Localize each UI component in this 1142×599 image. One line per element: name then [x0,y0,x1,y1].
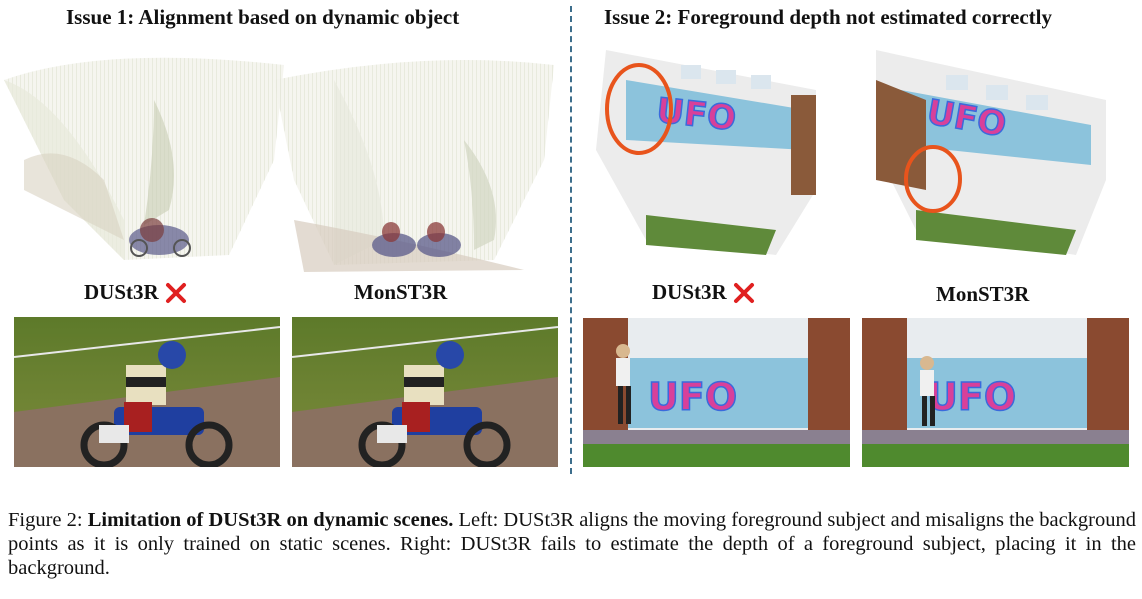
caption-bold: Limitation of DUSt3R on dynamic scenes. [87,509,454,531]
left-photo-monst3r [292,317,558,467]
caption-body: Left: DUSt3R aligns the moving foregroun… [8,509,1137,579]
figure-caption: Figure 2: Limitation of DUSt3R on dynami… [8,508,1136,580]
right-photo-monst3r: UFO [862,318,1129,467]
right-method-b-label: MonST3R [936,282,1030,306]
skater-figure [920,356,935,426]
issue-1-title: Issue 1: Alignment based on dynamic obje… [66,5,460,29]
monst3r-rider-points [372,222,461,257]
skater-figure [616,344,631,424]
monst3r-wall-windows [946,75,1048,110]
right-photo-dust3r: UFO [583,318,850,467]
monst3r-foreground-highlight [904,145,962,213]
caption-prefix: Figure 2: [8,509,88,531]
left-label-dust3r: DUSt3R [84,280,187,305]
monst3r-wall-reconstruction: UFO [876,50,1106,255]
right-method-a-label: DUSt3R [652,280,727,304]
dust3r-wall-windows [681,65,771,89]
left-method-a-label: DUSt3R [84,280,159,304]
dust3r-rider-points [129,218,191,257]
issue-2-title: Issue 2: Foreground depth not estimated … [604,5,1052,29]
svg-text:UFO: UFO [655,91,738,139]
svg-text:UFO: UFO [648,375,737,419]
left-photo-dust3r [14,317,280,467]
dust3r-foreground-highlight [605,63,673,155]
right-label-monst3r: MonST3R [936,282,1029,307]
left-reconstructions [4,40,566,272]
right-reconstructions: UFO UFO [586,40,1142,272]
svg-text:UFO: UFO [927,375,1016,419]
red-x-icon [165,282,186,303]
motocross-rider [80,341,233,467]
section-divider [570,6,572,474]
dust3r-point-cloud [4,57,284,261]
red-x-icon [733,282,754,303]
motocross-rider [358,341,511,467]
right-label-dust3r: DUSt3R [652,280,755,305]
monst3r-point-cloud [274,60,554,272]
left-label-monst3r: MonST3R [354,280,447,305]
left-method-b-label: MonST3R [354,280,448,304]
